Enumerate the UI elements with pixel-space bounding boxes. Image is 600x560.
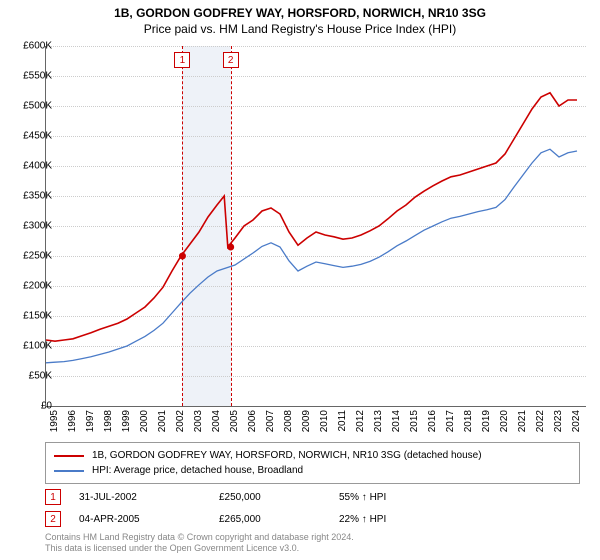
x-axis-label: 2023 [553,410,564,440]
x-axis-label: 2018 [463,410,474,440]
x-axis-label: 2013 [373,410,384,440]
x-axis-label: 2003 [193,410,204,440]
x-axis-label: 1999 [121,410,132,440]
x-axis-label: 2009 [301,410,312,440]
sale-row: 2 04-APR-2005 £265,000 22% ↑ HPI [45,508,580,530]
sale-marker-1: 1 [45,489,61,505]
x-axis-label: 2001 [157,410,168,440]
footer-line1: Contains HM Land Registry data © Crown c… [45,532,354,543]
x-axis-label: 2014 [391,410,402,440]
legend-label-property: 1B, GORDON GODFREY WAY, HORSFORD, NORWIC… [92,450,482,461]
footer-note: Contains HM Land Registry data © Crown c… [45,532,354,555]
container: 1B, GORDON GODFREY WAY, HORSFORD, NORWIC… [0,0,600,560]
x-axis-label: 2022 [535,410,546,440]
x-axis-label: 2005 [229,410,240,440]
x-axis-label: 2011 [337,410,348,440]
legend-swatch-property [54,455,84,457]
x-axis-label: 2007 [265,410,276,440]
sale-pct: 22% ↑ HPI [339,514,459,525]
x-axis-label: 2016 [427,410,438,440]
x-axis-label: 2017 [445,410,456,440]
sale-marker-2: 2 [45,511,61,527]
legend-box: 1B, GORDON GODFREY WAY, HORSFORD, NORWIC… [45,442,580,484]
x-axis-label: 2021 [517,410,528,440]
x-axis-label: 1998 [103,410,114,440]
sale-dot [179,253,186,260]
x-axis-label: 2004 [211,410,222,440]
x-axis-label: 2019 [481,410,492,440]
sale-pct: 55% ↑ HPI [339,492,459,503]
series-line-hpi [46,149,577,363]
sales-table: 1 31-JUL-2002 £250,000 55% ↑ HPI 2 04-AP… [45,486,580,530]
footer-line2: This data is licensed under the Open Gov… [45,543,354,554]
title-subtitle: Price paid vs. HM Land Registry's House … [0,22,600,36]
legend-row-property: 1B, GORDON GODFREY WAY, HORSFORD, NORWIC… [54,448,571,463]
x-axis-label: 2008 [283,410,294,440]
title-area: 1B, GORDON GODFREY WAY, HORSFORD, NORWIC… [0,0,600,36]
x-axis-label: 1997 [85,410,96,440]
x-axis-label: 2002 [175,410,186,440]
sale-date: 31-JUL-2002 [79,492,219,503]
x-axis-label: 2000 [139,410,150,440]
x-axis-label: 1996 [67,410,78,440]
x-axis-label: 2006 [247,410,258,440]
x-axis-label: 2015 [409,410,420,440]
sale-price: £250,000 [219,492,339,503]
sale-dot [227,244,234,251]
price-chart: 12 [45,46,586,407]
x-axis-label: 2010 [319,410,330,440]
sale-date: 04-APR-2005 [79,514,219,525]
legend-row-hpi: HPI: Average price, detached house, Broa… [54,463,571,478]
chart-svg [46,46,586,406]
sale-price: £265,000 [219,514,339,525]
chart-sale-marker: 2 [223,52,239,68]
x-axis-label: 1995 [49,410,60,440]
chart-sale-marker: 1 [174,52,190,68]
series-line-property [46,93,577,341]
legend-swatch-hpi [54,470,84,472]
legend-label-hpi: HPI: Average price, detached house, Broa… [92,465,303,476]
title-address: 1B, GORDON GODFREY WAY, HORSFORD, NORWIC… [0,6,600,20]
x-axis-label: 2020 [499,410,510,440]
x-axis-label: 2012 [355,410,366,440]
sale-row: 1 31-JUL-2002 £250,000 55% ↑ HPI [45,486,580,508]
x-axis-label: 2024 [571,410,582,440]
